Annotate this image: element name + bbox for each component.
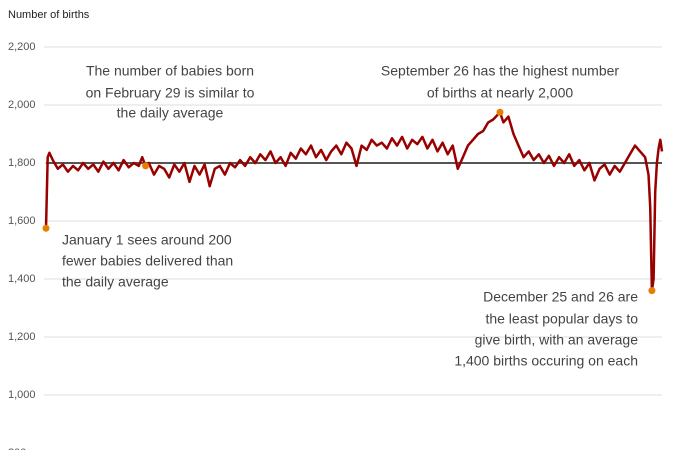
- annotation-text: give birth, with an average: [475, 332, 639, 348]
- annotation-marker: [496, 108, 504, 116]
- y-tick-label: 1,600: [8, 215, 36, 227]
- annotation-text: The number of babies born: [86, 63, 254, 79]
- annotation-text: September 26 has the highest number: [381, 63, 619, 79]
- y-tick-label: 2,000: [8, 99, 36, 111]
- annotation-text: of births at nearly 2,000: [427, 85, 574, 101]
- y-tick-label: 1,400: [8, 273, 36, 285]
- annotation-marker: [42, 224, 50, 232]
- annotation-text: fewer babies delivered than: [62, 253, 233, 269]
- annotation-text: January 1 sees around 200: [62, 232, 232, 248]
- annotation-marker: [142, 162, 150, 170]
- annotation-marker: [648, 287, 656, 295]
- y-tick-label: 1,000: [8, 389, 36, 401]
- y-tick-label: 800: [8, 447, 26, 450]
- annotation-text: 1,400 births occuring on each: [454, 353, 638, 369]
- annotation-text: the daily average: [62, 274, 169, 290]
- annotation-text: the least popular days to: [485, 311, 638, 327]
- y-tick-label: 2,200: [8, 41, 36, 53]
- y-tick-label: 1,200: [8, 331, 36, 343]
- y-tick-label: 1,800: [8, 157, 36, 169]
- annotation-text: December 25 and 26 are: [483, 289, 638, 305]
- annotation-text: the daily average: [117, 105, 224, 121]
- annotation-text: on February 29 is similar to: [86, 85, 255, 101]
- y-axis-label: Number of births: [8, 9, 90, 21]
